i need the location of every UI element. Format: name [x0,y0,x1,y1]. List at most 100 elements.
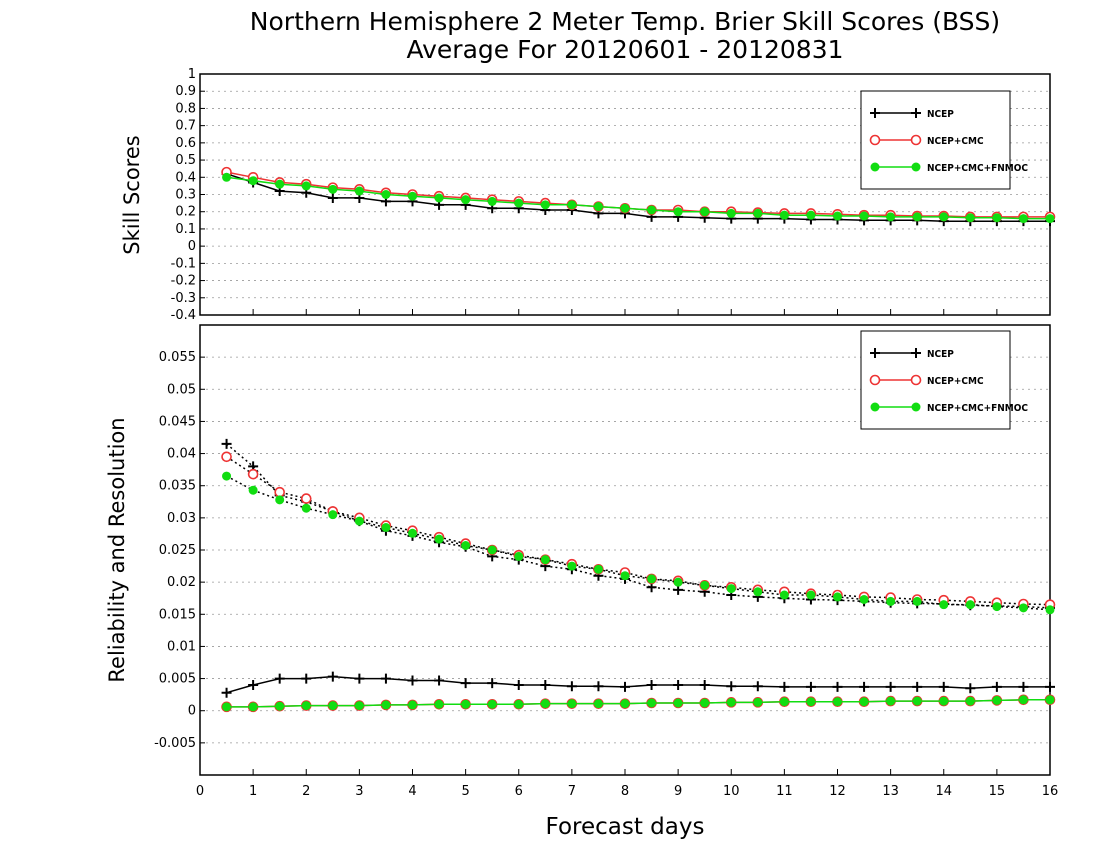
series-ncep-reliability-point [407,675,418,686]
series-ncep-cmc-fnmoc-point [354,186,364,196]
bottom-panel-reliability-resolution: -0.005 0 0.005 0.01 0.015 0.02 0.025 0.03 0.035 0… [154,324,1058,799]
series-ncep-cmc-fnmoc-reliability-point [806,697,816,707]
y-tick-label: -0.3 [171,291,196,306]
y-tick-label: 0.02 [167,575,196,590]
series-ncep-reliability-point [991,681,1002,692]
y-tick-label: 0.045 [159,414,196,429]
series-ncep-reliability-point [752,681,763,692]
series-ncep-cmc-fnmoc-reliability-point [992,695,1002,705]
series-ncep-reliability-point [434,675,445,686]
y-tick-label: -0.2 [171,274,196,289]
series-ncep-cmc-fnmoc-resolution-point [700,580,710,590]
series-ncep-reliability-point [779,681,790,692]
top-y-axis-label: Skill Scores [120,135,144,254]
x-tick-label: 8 [621,784,629,799]
x-tick-label: 14 [935,784,952,799]
legend-label: NCEP+CMC [927,376,984,387]
series-ncep-cmc-fnmoc-reliability-point [647,698,657,708]
series-ncep-cmc-fnmoc-reliability-point [381,700,391,710]
series-ncep-reliability-point [380,673,391,684]
series-ncep-cmc-fnmoc-point [540,200,550,210]
series-ncep-cmc-fnmoc-point [673,207,683,217]
legend-marker [870,162,880,172]
legend-marker [870,402,880,412]
series-ncep-cmc-fnmoc-point [992,213,1002,223]
series-ncep-reliability-point [513,680,524,690]
series-ncep-cmc-fnmoc-point [514,198,524,208]
x-tick-label: 1 [249,784,257,799]
legend-marker [869,374,881,386]
series-ncep-cmc-fnmoc-point [833,211,842,221]
series-ncep-reliability-point [832,681,843,692]
series-ncep-cmc-fnmoc-reliability-point [328,701,338,711]
series-ncep-cmc-fnmoc-reliability-point [354,701,364,711]
series-ncep-cmc-fnmoc-resolution-point [886,596,896,606]
series-ncep-cmc-fnmoc-point [647,205,657,215]
series-ncep-cmc-fnmoc-resolution-point [912,596,922,606]
series-ncep-reliability-point [354,673,365,684]
series-ncep-reliability-point [726,681,737,692]
series-ncep-cmc-fnmoc-point [567,200,577,210]
series-ncep-cmc-fnmoc-reliability-point [593,699,603,709]
legend-label: NCEP+CMC+FNMOC [927,403,1028,414]
series-ncep-cmc-fnmoc-reliability-point [700,698,710,708]
y-tick-label: 0.04 [167,447,196,462]
series-ncep-cmc-fnmoc-point [301,181,311,191]
series-ncep-cmc-fnmoc-reliability-point [1045,695,1055,705]
y-tick-label: 0.015 [159,607,196,622]
series-ncep-cmc-fnmoc-reliability-point [408,700,417,710]
y-tick-label: 0.01 [167,639,196,654]
x-tick-label: 9 [674,784,682,799]
x-tick-label: 10 [723,784,740,799]
series-ncep-reliability-point [912,681,923,692]
legend-marker [911,402,921,412]
series-ncep-cmc-fnmoc-reliability-point [726,697,736,707]
x-tick-label: 2 [302,784,310,799]
series-ncep-cmc-fnmoc-reliability-point [912,696,922,706]
series-ncep-point [327,192,338,203]
legend-marker [870,108,880,118]
series-ncep-cmc-fnmoc-resolution-point [620,571,630,581]
series-ncep-cmc-fnmoc-resolution-point [540,555,550,565]
x-tick-label: 7 [568,784,576,799]
series-ncep-cmc-fnmoc-reliability-point [434,699,444,709]
series-ncep-cmc-fnmoc-point [408,191,417,201]
series-ncep-cmc-fnmoc-resolution-point [753,587,763,597]
legend-marker [911,162,921,172]
series-ncep-reliability-point [1018,681,1029,692]
y-tick-label: 0.035 [159,479,196,494]
series-ncep-reliability-point [859,681,870,692]
series-ncep-reliability-point [885,681,896,692]
x-axis-label: Forecast days [546,814,705,840]
series-ncep-cmc-fnmoc-point [1018,214,1028,224]
series-ncep-cmc-fnmoc-point [859,211,869,221]
series-ncep-cmc-fnmoc-point [275,179,285,189]
series-ncep-reliability-point [965,683,976,694]
y-tick-label: 0.025 [159,543,196,558]
y-tick-label: -0.005 [154,736,196,751]
series-ncep-cmc-fnmoc-reliability-point [222,702,232,712]
series-ncep-cmc-fnmoc-resolution-point [381,523,391,532]
series-ncep-reliability-point [1045,681,1055,692]
series-ncep-cmc-fnmoc-point [222,172,232,182]
series-ncep-cmc-fnmoc-reliability-point [753,697,763,707]
series-ncep-cmc-fnmoc-point [620,203,630,213]
series-ncep-reliability-point [646,680,657,690]
series-ncep-cmc-fnmoc-resolution-point [408,528,417,538]
y-tick-label: 0.6 [175,136,196,151]
y-tick-label: 0 [188,239,196,254]
top-panel-skill-scores: -0.4 -0.3 -0.2 -0.1 0 0.1 0.2 0.3 0.4 0.5 0.6 0.7 0.… [171,67,1056,323]
series-ncep-reliability-point [699,680,710,690]
series-ncep-cmc-fnmoc-resolution-point [434,534,444,544]
series-ncep-cmc-fnmoc-reliability-point [487,699,497,709]
series-ncep-cmc-fnmoc-resolution-point [833,592,842,602]
x-tick-label: 4 [408,784,416,799]
series-ncep-cmc-fnmoc-point [700,207,710,217]
series-ncep-resolution-line [226,443,1051,609]
series-ncep-cmc-fnmoc-resolution-point [593,564,603,574]
series-ncep-reliability-point [673,680,684,690]
x-tick-label: 3 [355,784,363,799]
series-ncep-reliability-point [221,687,232,698]
y-tick-label: 0.1 [175,222,196,237]
legend-marker [869,134,881,146]
